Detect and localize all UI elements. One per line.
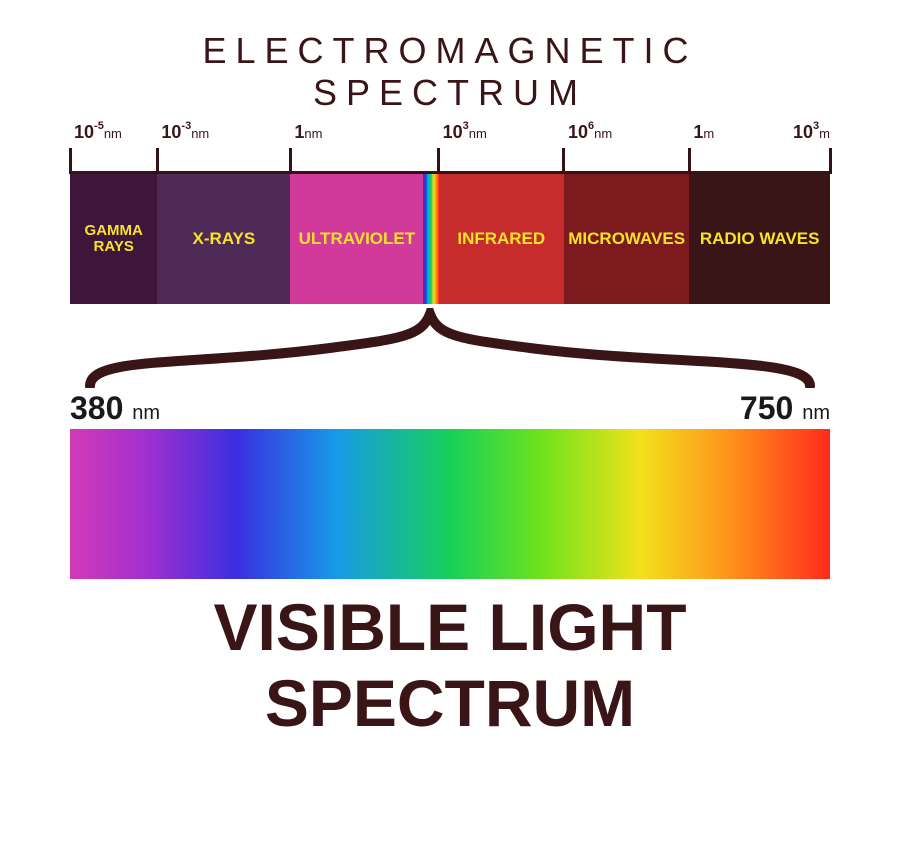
bottom-title: VISIBLE LIGHT SPECTRUM — [70, 589, 830, 741]
band-x-rays: X-RAYS — [157, 174, 290, 304]
ruler-tick-label: 1nm — [294, 122, 322, 143]
ruler-baseline — [70, 171, 830, 174]
band-microwaves: MICROWAVES — [564, 174, 689, 304]
ruler-tick-label: 10-5nm — [74, 122, 122, 143]
ruler-tick-label: 10-3nm — [161, 122, 209, 143]
ruler-tick — [289, 148, 292, 174]
diagram-container: ELECTROMAGNETIC SPECTRUM 10-5nm 10-3nm 1nm… — [70, 30, 830, 741]
ruler-tick-label: 103nm — [443, 122, 487, 143]
band-visible-sliver — [423, 174, 438, 304]
ruler-tick — [156, 148, 159, 174]
ruler-tick — [437, 148, 440, 174]
visible-max-unit: nm — [802, 402, 830, 424]
ruler-tick — [829, 148, 832, 174]
ruler-tick-label: 106nm — [568, 122, 612, 143]
visible-spectrum-bar — [70, 429, 830, 579]
brace-path — [90, 314, 810, 386]
top-title: ELECTROMAGNETIC SPECTRUM — [70, 30, 830, 114]
visible-max-value: 750 — [740, 390, 793, 426]
em-bands: GAMMARAYSX-RAYSULTRAVIOLETINFRAREDMICROW… — [70, 174, 830, 304]
band-gamma-rays: GAMMARAYS — [70, 174, 157, 304]
band-radio-waves: RADIO WAVES — [689, 174, 830, 304]
expansion-brace — [70, 308, 830, 388]
ruler-tick-label: 103m — [793, 122, 830, 143]
visible-min-value: 380 — [70, 390, 123, 426]
visible-range-labels: 380 nm 750 nm — [70, 390, 830, 427]
visible-min-label: 380 nm — [70, 390, 160, 427]
ruler-tick — [688, 148, 691, 174]
ruler-tick — [69, 148, 72, 174]
wavelength-ruler: 10-5nm 10-3nm 1nm 103nm 106nm 1m 103m — [70, 122, 830, 174]
visible-min-unit: nm — [132, 402, 160, 424]
ruler-tick — [562, 148, 565, 174]
band-ultraviolet: ULTRAVIOLET — [290, 174, 423, 304]
visible-max-label: 750 nm — [740, 390, 830, 427]
band-infrared: INFRARED — [439, 174, 564, 304]
ruler-tick-label: 1m — [693, 122, 714, 143]
